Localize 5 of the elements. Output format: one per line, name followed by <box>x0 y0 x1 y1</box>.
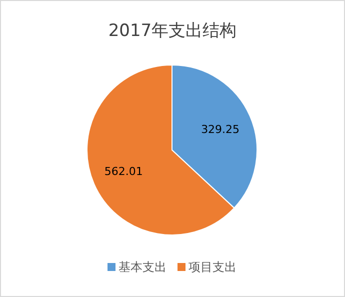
legend-label: 基本支出 <box>118 260 166 274</box>
chart-title: 2017年支出结构 <box>108 21 237 41</box>
legend-label: 项目支出 <box>188 260 236 274</box>
data-label: 329.25 <box>201 122 240 136</box>
data-label: 562.01 <box>104 165 143 178</box>
